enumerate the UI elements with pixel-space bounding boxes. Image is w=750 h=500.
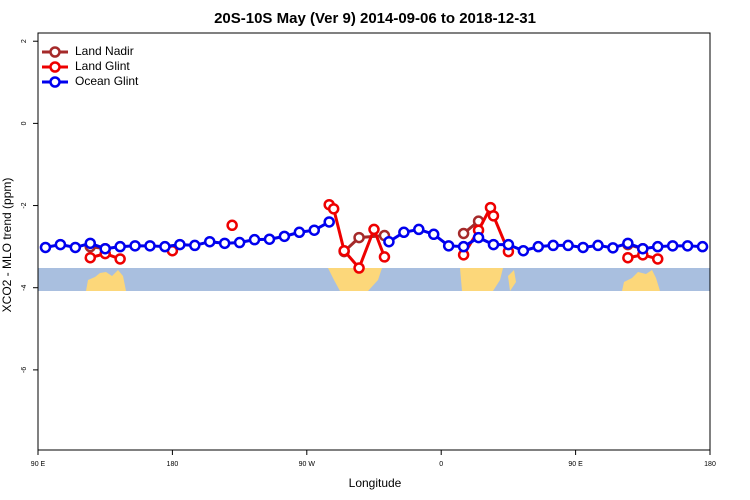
x-tick-label: 180 xyxy=(167,461,179,468)
data-point xyxy=(144,240,156,252)
data-point xyxy=(622,251,634,264)
legend-label: Land Glint xyxy=(75,59,130,73)
data-point xyxy=(487,210,500,222)
land-patch xyxy=(460,268,516,291)
y-axis-label: XCO2 - MLO trend (ppm) xyxy=(0,178,14,313)
y-tick-label: -2 xyxy=(21,202,28,208)
data-point xyxy=(562,239,574,252)
data-point xyxy=(398,226,410,239)
data-point xyxy=(84,251,97,264)
data-point xyxy=(517,244,530,257)
land-patch xyxy=(622,270,660,291)
data-point xyxy=(457,240,470,253)
data-point xyxy=(99,242,111,255)
data-point xyxy=(293,226,306,239)
legend-marker xyxy=(49,46,61,58)
data-point xyxy=(378,251,391,263)
y-tick-label: 0 xyxy=(21,121,28,125)
series-line xyxy=(462,203,510,256)
x-tick-label: 90 E xyxy=(31,461,46,468)
data-point xyxy=(263,233,276,245)
data-point xyxy=(308,224,321,236)
series-line xyxy=(388,227,703,253)
data-point xyxy=(203,235,216,248)
data-point xyxy=(472,231,485,244)
x-tick-label: 90 W xyxy=(299,461,316,468)
data-point xyxy=(368,223,380,236)
data-point xyxy=(502,238,515,251)
data-point xyxy=(427,228,440,241)
data-point xyxy=(651,240,664,253)
data-point xyxy=(442,240,455,252)
data-point xyxy=(637,242,649,255)
legend-label: Land Nadir xyxy=(75,44,134,58)
y-tick-label: -4 xyxy=(21,285,28,291)
data-point xyxy=(218,237,231,250)
data-point xyxy=(174,238,186,251)
data-point xyxy=(353,231,365,244)
land-patch xyxy=(86,270,126,291)
data-point xyxy=(383,235,395,248)
data-point xyxy=(226,219,238,232)
data-point xyxy=(233,236,246,249)
data-point xyxy=(547,239,559,252)
data-point xyxy=(651,253,664,265)
data-point xyxy=(532,240,545,253)
data-point xyxy=(84,237,97,250)
x-tick-label: 90 E xyxy=(568,461,583,468)
chart-title: 20S-10S May (Ver 9) 2014-09-06 to 2018-1… xyxy=(214,10,536,27)
data-point xyxy=(457,227,470,240)
x-tick-label: 0 xyxy=(439,461,443,468)
data-point xyxy=(338,244,350,257)
data-point xyxy=(577,241,589,254)
data-point xyxy=(592,239,604,252)
data-point xyxy=(681,240,694,252)
data-point xyxy=(487,238,500,251)
data-point xyxy=(69,241,82,254)
y-tick-label: 2 xyxy=(21,39,28,43)
x-axis-label: Longitude xyxy=(349,476,402,490)
data-point xyxy=(622,237,634,250)
legend-label: Ocean Glint xyxy=(75,74,139,88)
data-point xyxy=(54,238,67,251)
map-strip xyxy=(38,268,710,291)
data-point xyxy=(129,240,141,252)
data-point xyxy=(323,216,335,228)
data-point xyxy=(353,262,365,274)
data-point xyxy=(39,241,52,254)
data-point xyxy=(278,230,291,243)
data-point xyxy=(696,240,709,253)
data-point xyxy=(114,240,126,253)
data-point xyxy=(114,253,126,265)
data-point xyxy=(413,223,425,236)
data-point xyxy=(607,242,619,254)
legend-marker xyxy=(49,76,61,88)
legend-marker xyxy=(49,61,61,73)
data-point xyxy=(159,240,171,253)
data-point xyxy=(248,233,261,246)
y-tick-label: -6 xyxy=(21,367,28,373)
data-point xyxy=(666,240,679,252)
plot-frame xyxy=(37,32,711,451)
data-point xyxy=(189,239,201,252)
land-patch xyxy=(328,268,382,291)
x-tick-label: 180 xyxy=(704,461,716,468)
data-point xyxy=(327,203,340,215)
